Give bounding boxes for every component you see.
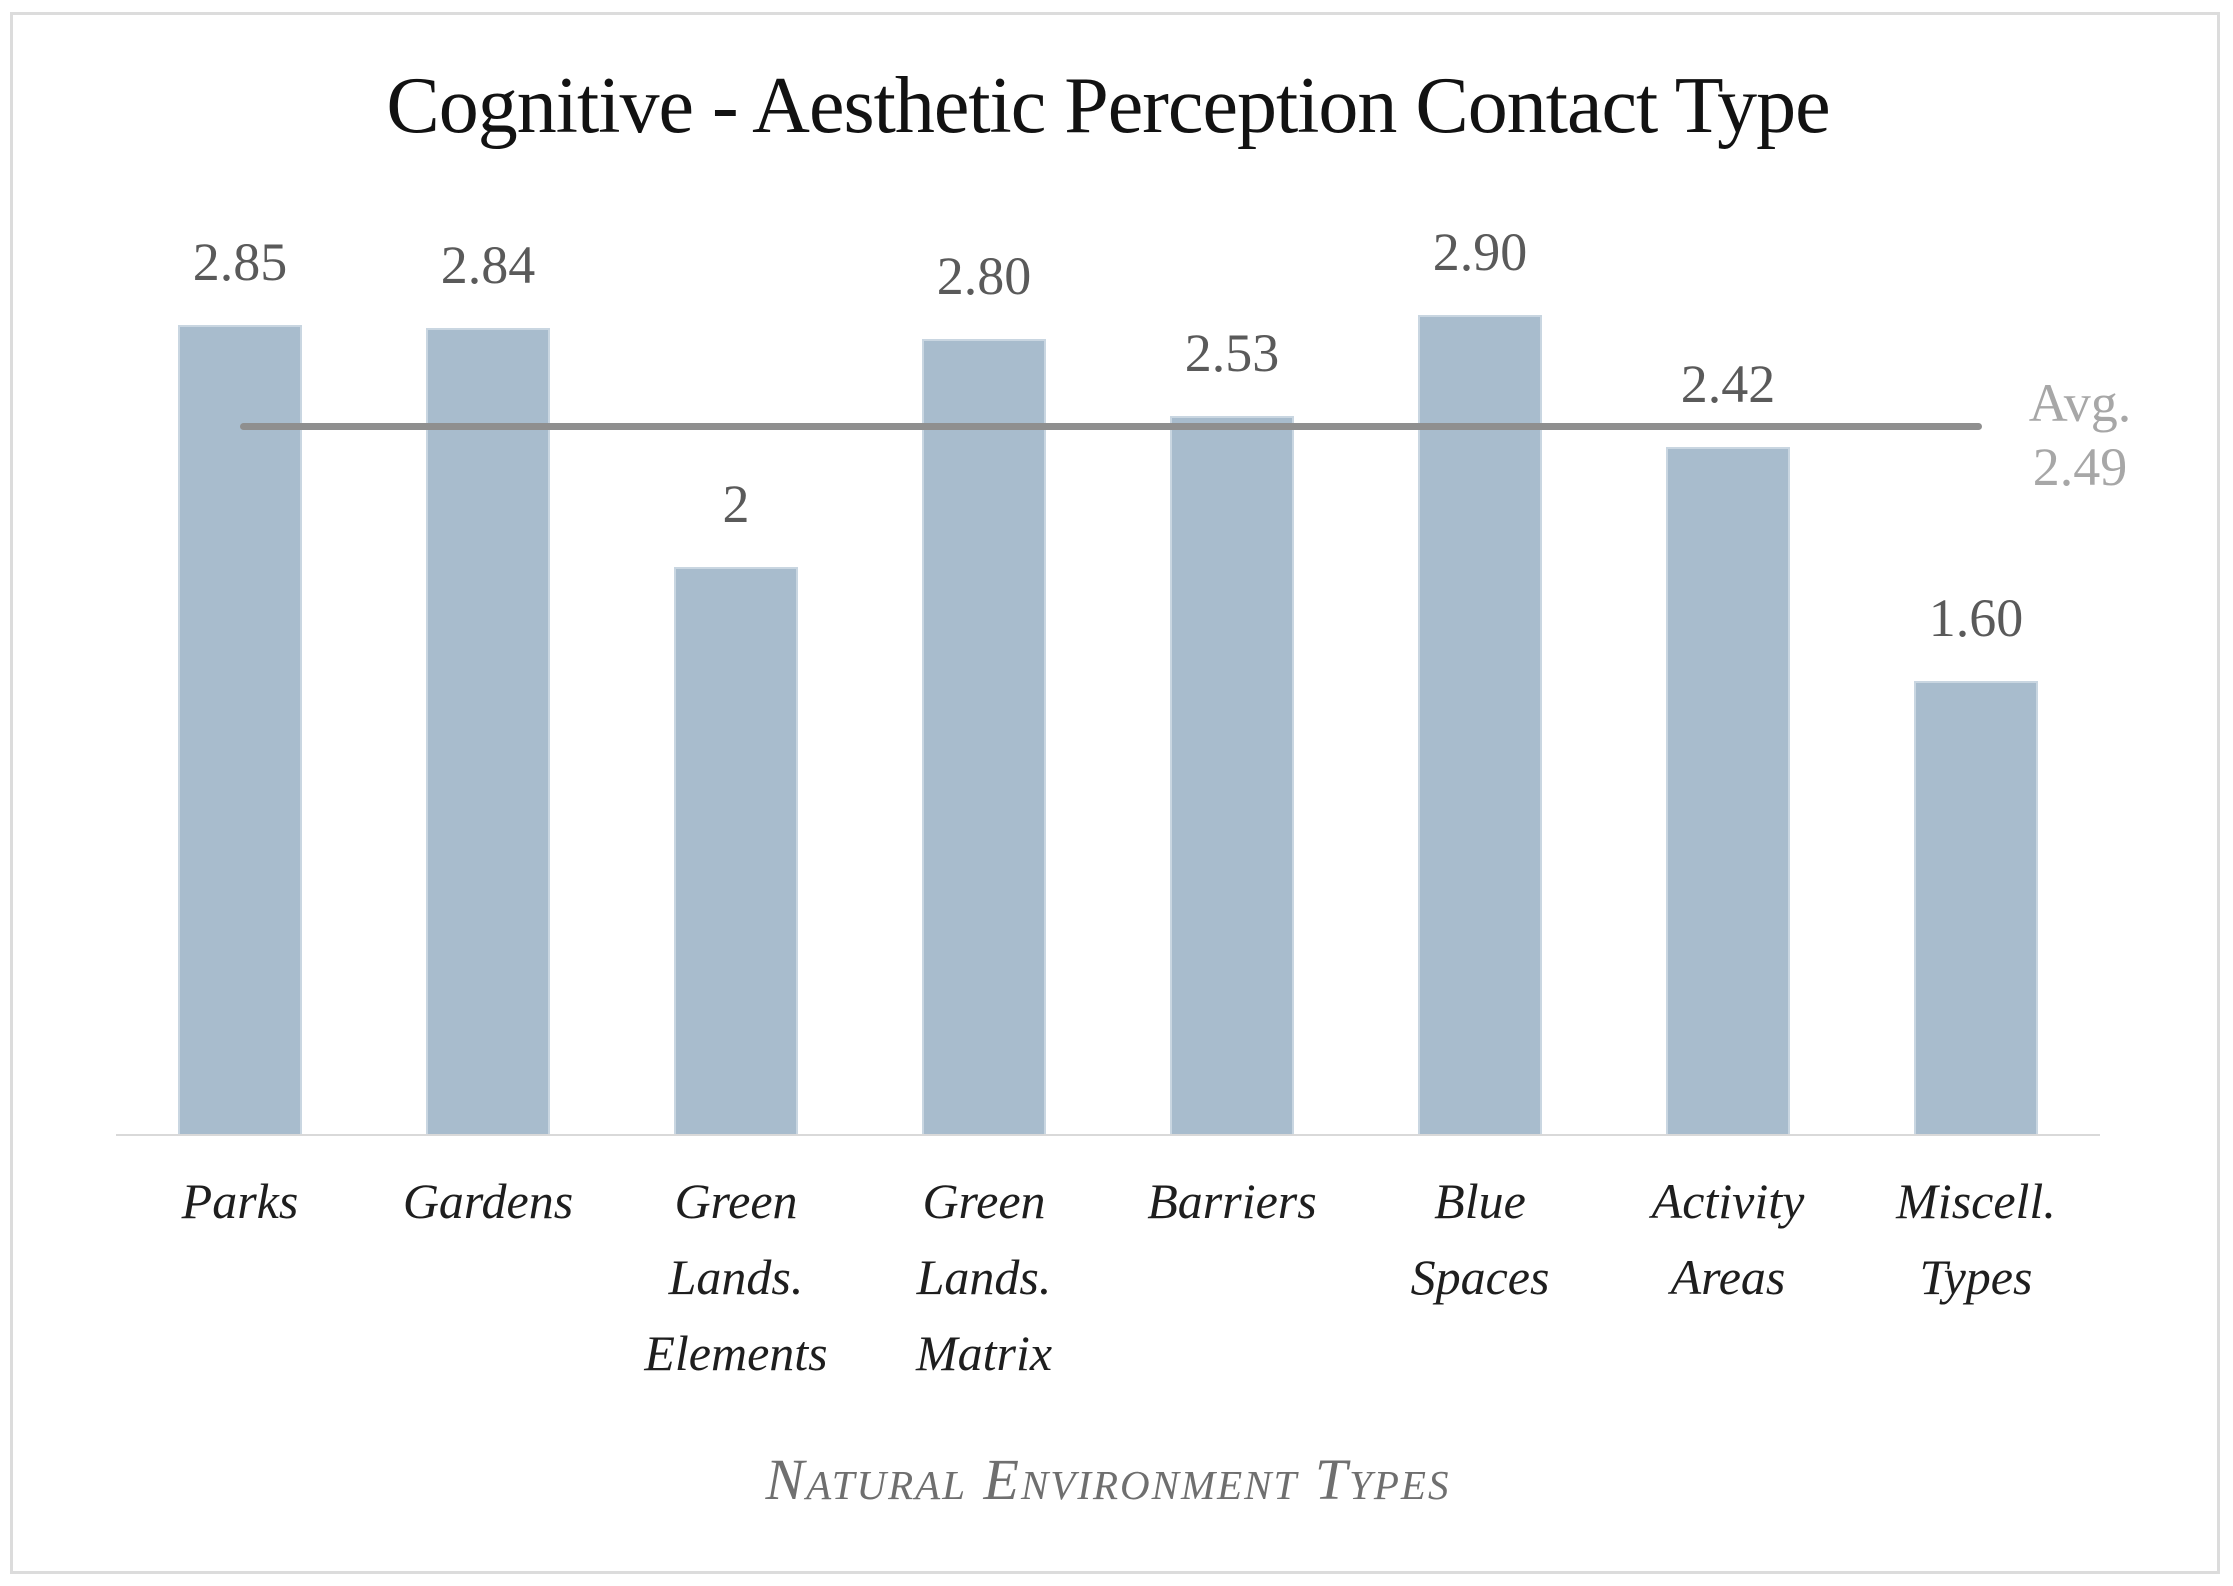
category-column: 2 — [612, 225, 860, 1136]
bar-value-label: 2.42 — [1680, 354, 1776, 415]
bar-value-label: 2.90 — [1432, 222, 1528, 282]
bar — [1666, 447, 1790, 1136]
average-label: Avg. 2.49 — [2028, 373, 2132, 497]
x-tick-label: Parks — [181, 1173, 299, 1229]
x-tick-label: Green Lands. Matrix — [915, 1173, 1053, 1381]
x-axis-title: Natural Environment Types — [765, 1447, 1451, 1512]
category-column: 2.42 — [1604, 225, 1852, 1136]
bar-value-label: 2.80 — [936, 245, 1032, 306]
average-line — [240, 423, 1982, 430]
category-column: 1.60 — [1852, 225, 2100, 1136]
bar-value-label: 2 — [722, 473, 750, 534]
x-tick-label: Activity Areas — [1651, 1173, 1805, 1305]
plot-area: 2.85 2.84 2 2.80 2.53 2.90 2.42 1.60 Avg. 2.49 — [116, 225, 2131, 1136]
category-column: 2.80 — [860, 225, 1108, 1136]
category-column: 2.85 — [116, 225, 364, 1136]
category-column: 2.90 — [1356, 225, 1604, 1136]
x-tick-labels: Parks Gardens Green Lands. Elements Green L… — [116, 1163, 2100, 1391]
bar-value-label: 1.60 — [1928, 587, 2024, 648]
category-column: 2.84 — [364, 225, 612, 1136]
chart-frame — [10, 12, 2220, 1574]
x-tick-label: Green Lands. Elements — [644, 1173, 828, 1381]
bar — [1170, 415, 1294, 1136]
bar — [1914, 680, 2038, 1136]
chart-title: Cognitive - Aesthetic Perception Contact… — [386, 62, 1830, 150]
bar — [922, 338, 1046, 1136]
bar-value-label: 2.53 — [1184, 322, 1280, 383]
x-tick-label: Miscell. Types — [1896, 1173, 2056, 1305]
bars-row: 2.85 2.84 2 2.80 2.53 2.90 2.42 1.60 — [116, 225, 2100, 1136]
x-tick-label: Blue Spaces — [1410, 1173, 1550, 1305]
bar — [426, 327, 550, 1136]
category-column: 2.53 — [1108, 225, 1356, 1136]
bar — [1418, 315, 1542, 1136]
x-tick-label: Barriers — [1147, 1173, 1317, 1229]
bar-value-label: 2.85 — [192, 231, 288, 292]
bar — [178, 324, 302, 1136]
x-tick-label: Gardens — [402, 1173, 574, 1229]
bar — [674, 566, 798, 1136]
x-axis-line — [116, 1134, 2100, 1136]
bar-value-label: 2.84 — [440, 234, 536, 295]
